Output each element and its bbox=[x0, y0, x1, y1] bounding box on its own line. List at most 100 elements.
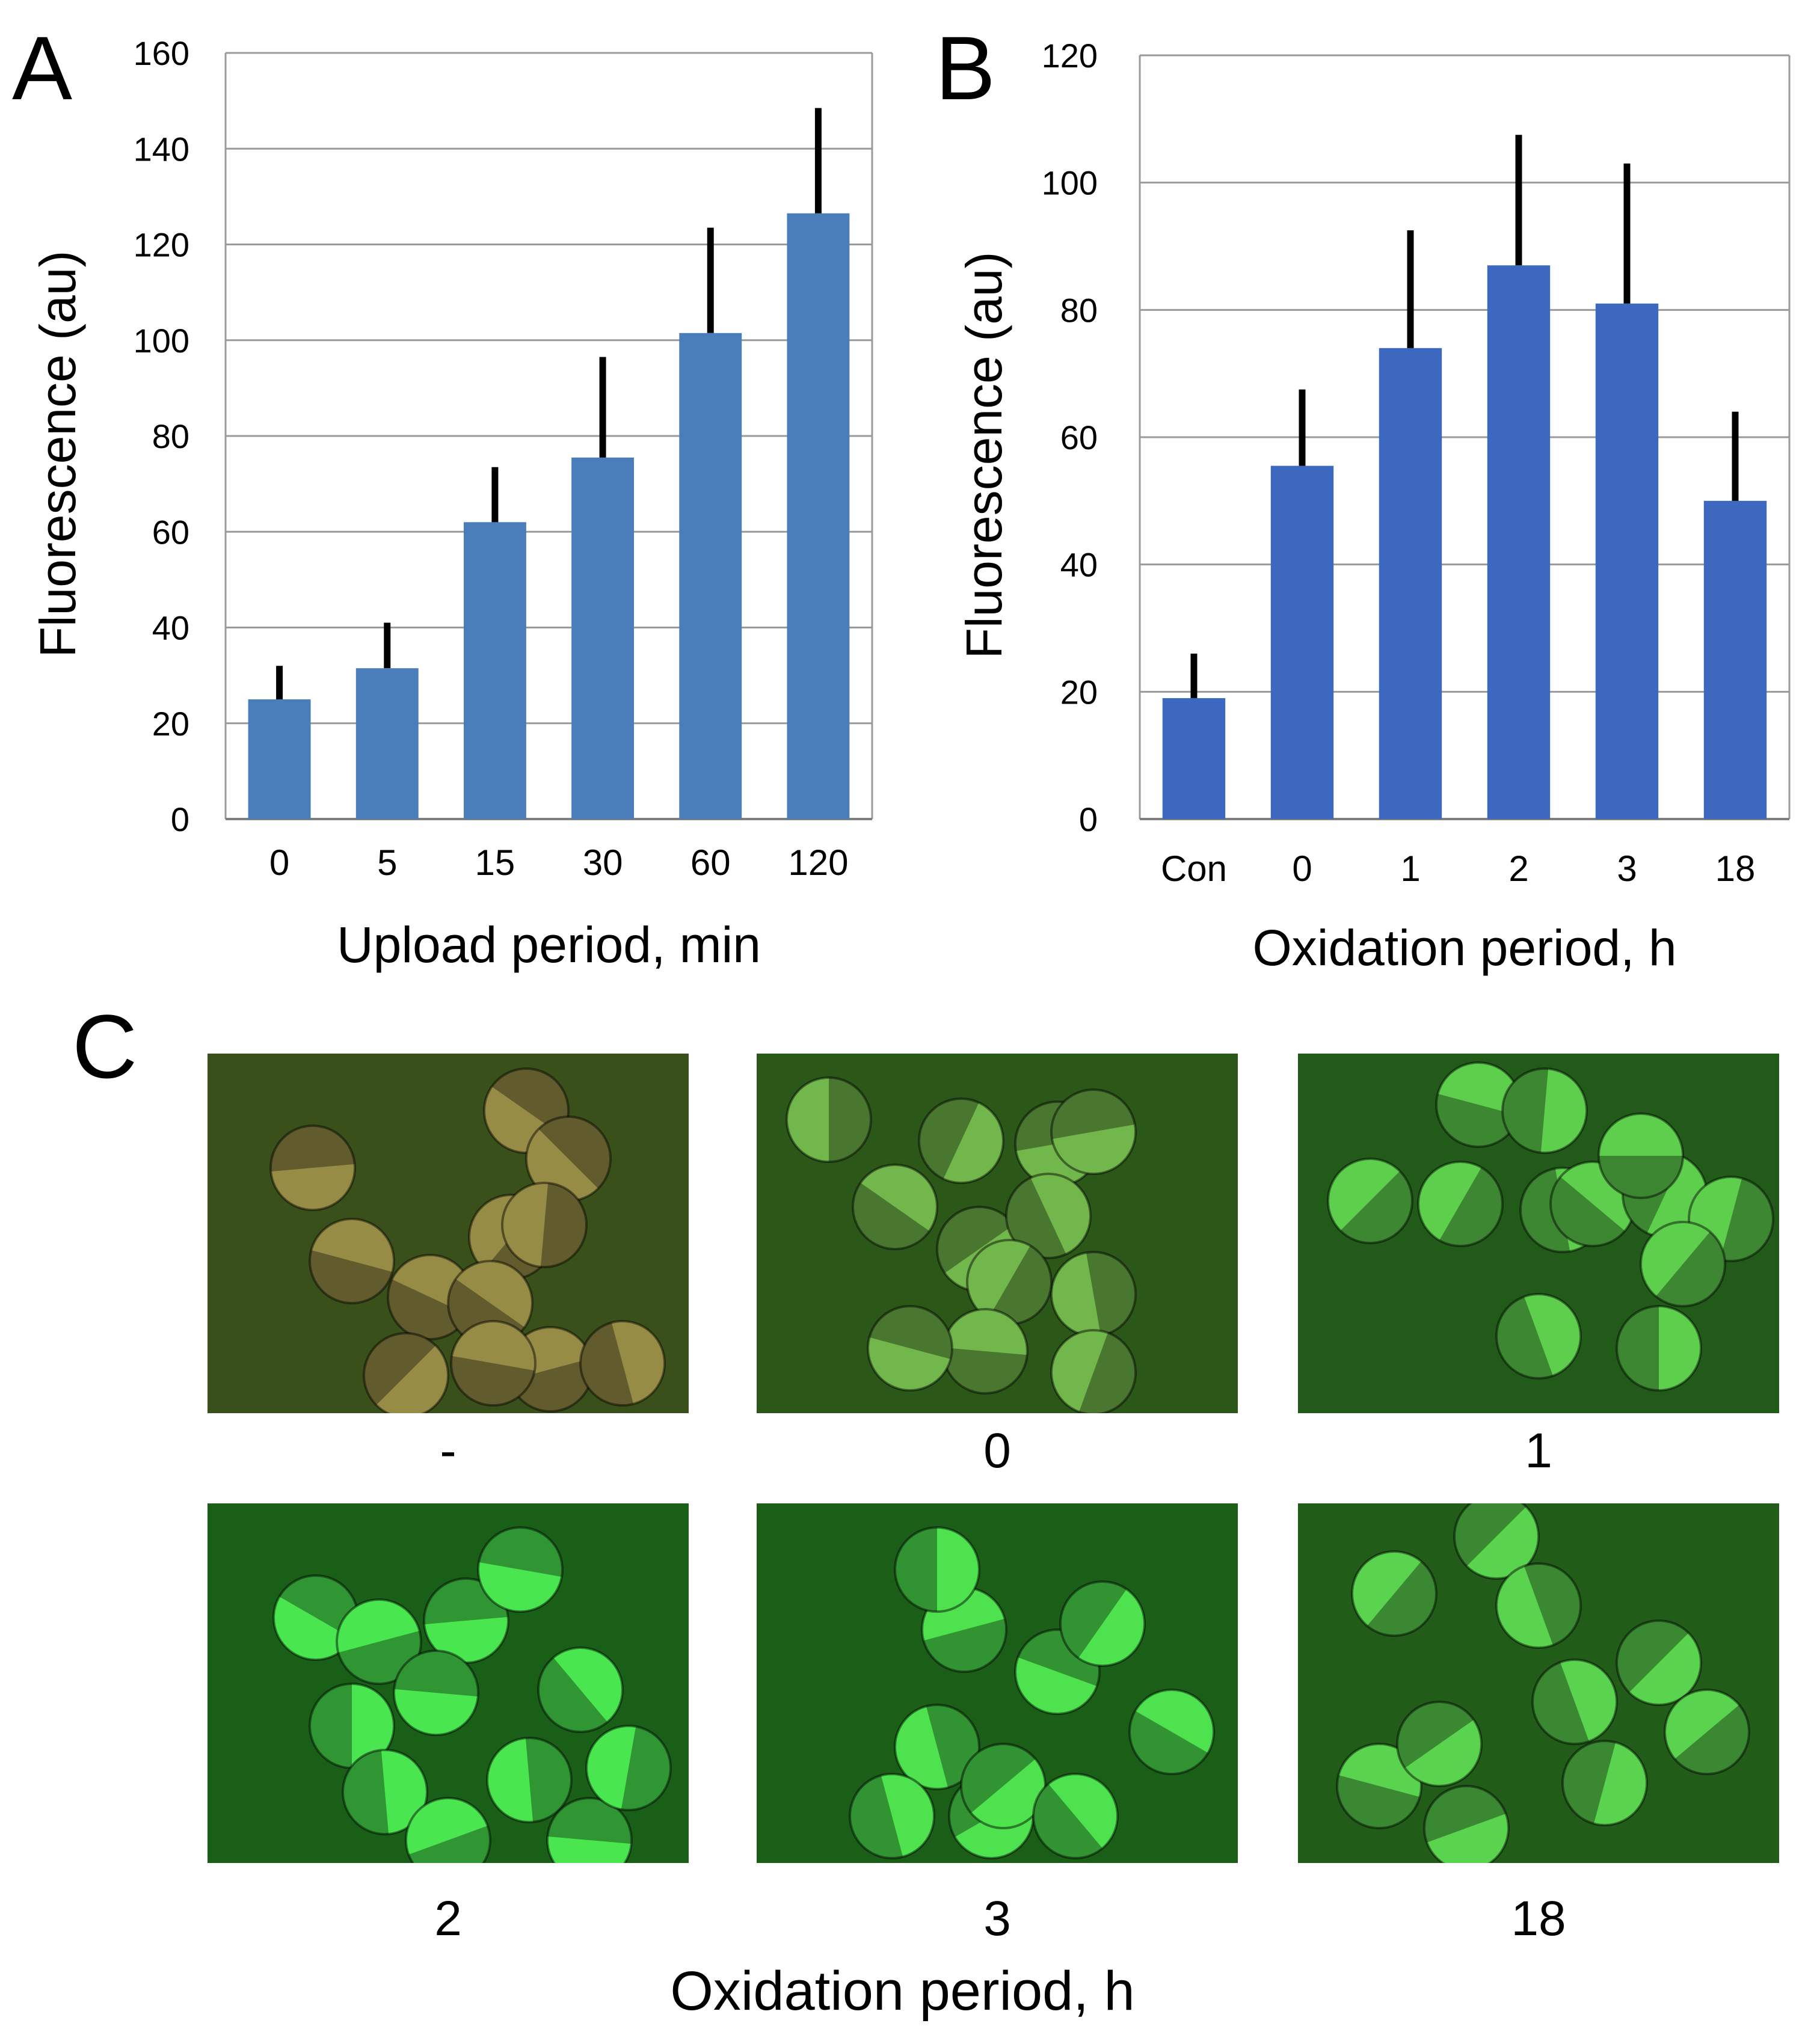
embryo-body bbox=[269, 1125, 356, 1211]
photo-3h bbox=[757, 1503, 1238, 1863]
embryo-body bbox=[393, 1650, 479, 1736]
embryo-pigment bbox=[338, 1630, 421, 1684]
chart-a-y-tick-label: 0 bbox=[171, 800, 189, 838]
embryo-pigment bbox=[1524, 1564, 1581, 1645]
embryo bbox=[309, 1218, 395, 1304]
embryo bbox=[1616, 1305, 1702, 1392]
embryo-body bbox=[450, 1320, 537, 1407]
embryo-body bbox=[1664, 1689, 1750, 1775]
chart-a-y-tick-label: 20 bbox=[152, 705, 189, 743]
embryo bbox=[1050, 1329, 1137, 1413]
embryo-pigment bbox=[988, 1245, 1051, 1324]
embryo bbox=[405, 1797, 491, 1863]
embryo-body bbox=[1495, 1562, 1582, 1649]
embryo-pigment bbox=[1079, 1333, 1136, 1413]
embryo-pigment bbox=[388, 1279, 469, 1339]
embryo-pigment bbox=[1340, 1171, 1412, 1243]
embryo-pigment bbox=[943, 1347, 1027, 1393]
embryo-body bbox=[1059, 1580, 1146, 1667]
embryo-pigment bbox=[1060, 1582, 1127, 1659]
chart-a-x-tick-label: 0 bbox=[269, 842, 289, 883]
embryo bbox=[918, 1097, 1004, 1184]
embryo-body bbox=[960, 1743, 1047, 1829]
chart-a-x-tick-label: 5 bbox=[377, 842, 397, 883]
embryo-pigment bbox=[279, 1576, 358, 1639]
embryo-body bbox=[1423, 1785, 1510, 1863]
embryo-body bbox=[579, 1320, 666, 1407]
embryo-pigment bbox=[1397, 1702, 1474, 1769]
photo-label-0h: 0 bbox=[983, 1423, 1011, 1478]
embryo bbox=[867, 1305, 953, 1392]
embryo bbox=[1531, 1659, 1618, 1745]
embryo-body bbox=[1640, 1221, 1726, 1307]
embryo-body bbox=[1616, 1305, 1702, 1392]
embryo bbox=[450, 1320, 537, 1407]
photo-label-3h: 3 bbox=[983, 1891, 1011, 1946]
chart-a-x-axis-label: Upload period, min bbox=[337, 916, 761, 973]
embryo bbox=[1351, 1550, 1438, 1637]
embryo-body bbox=[546, 1797, 633, 1863]
embryo-pigment bbox=[408, 1826, 490, 1863]
embryo bbox=[1561, 1740, 1648, 1826]
micrograph bbox=[757, 1054, 1238, 1413]
embryo-pigment bbox=[509, 1358, 592, 1411]
chart-b-x-tick-label: 0 bbox=[1292, 849, 1312, 889]
embryo-body bbox=[537, 1647, 624, 1733]
embryo bbox=[423, 1577, 509, 1664]
embryo bbox=[1664, 1689, 1750, 1775]
chart-a-y-tick-label: 60 bbox=[152, 513, 189, 551]
embryo-pigment bbox=[1533, 1662, 1589, 1744]
embryo-body bbox=[405, 1797, 491, 1863]
embryo bbox=[537, 1647, 624, 1733]
micrograph bbox=[1298, 1054, 1779, 1413]
embryo bbox=[1128, 1689, 1215, 1775]
embryo-body bbox=[1050, 1088, 1137, 1175]
embryo-pigment bbox=[869, 1306, 952, 1360]
embryo-pigment bbox=[343, 1750, 389, 1834]
embryo bbox=[1688, 1176, 1774, 1262]
embryo bbox=[1050, 1251, 1137, 1337]
chart-a-y-tick-label: 100 bbox=[134, 322, 189, 360]
embryo bbox=[342, 1749, 428, 1835]
chart-b-x-tick-label: 1 bbox=[1400, 849, 1420, 889]
embryo bbox=[336, 1598, 422, 1685]
micrograph bbox=[757, 1503, 1238, 1863]
chart-b-y-axis-label: Fluorescence (au) bbox=[956, 252, 1012, 659]
embryo-pigment bbox=[919, 1099, 979, 1179]
embryo-body bbox=[867, 1305, 953, 1392]
embryo-pigment bbox=[923, 1618, 1006, 1672]
embryo-pigment bbox=[937, 1207, 1014, 1274]
panel-c-x-axis-label: Oxidation period, h bbox=[670, 1960, 1135, 2022]
embryo bbox=[1336, 1743, 1422, 1829]
chart-b-bar bbox=[1487, 265, 1551, 819]
embryo-body bbox=[363, 1332, 449, 1413]
chart-b-x-axis-label: Oxidation period, h bbox=[1252, 919, 1676, 976]
embryo-pigment bbox=[479, 1527, 562, 1577]
embryo bbox=[525, 1116, 612, 1202]
panel-letter-c: C bbox=[72, 996, 138, 1097]
chart-b: 0 20 40 60 80 100 120 Con 0 1 2 3 18 Oxidation period… bbox=[956, 37, 1791, 976]
embryo-pigment bbox=[1496, 1297, 1553, 1378]
embryo bbox=[786, 1076, 872, 1163]
embryo-body bbox=[1050, 1329, 1137, 1413]
embryo bbox=[477, 1526, 564, 1613]
embryo-pigment bbox=[451, 1355, 535, 1405]
embryo-pigment bbox=[394, 1651, 478, 1697]
embryo-body bbox=[1128, 1689, 1215, 1775]
embryo-body bbox=[477, 1526, 564, 1613]
embryo-body bbox=[1417, 1161, 1504, 1247]
chart-b-bar bbox=[1379, 348, 1442, 819]
chart-a-x-tick-label: 120 bbox=[788, 842, 848, 883]
embryo-body bbox=[1616, 1619, 1702, 1706]
embryo-pigment bbox=[310, 1250, 393, 1303]
chart-a-x-tick-label: 30 bbox=[583, 842, 623, 883]
embryo bbox=[1453, 1503, 1540, 1580]
embryo-pigment bbox=[1617, 1621, 1689, 1693]
embryo-pigment bbox=[621, 1726, 671, 1810]
embryo-pigment bbox=[1720, 1178, 1773, 1261]
chart-a-y-tick-label: 160 bbox=[134, 34, 189, 72]
embryo bbox=[272, 1574, 359, 1661]
embryo-pigment bbox=[1130, 1711, 1208, 1774]
embryo bbox=[579, 1320, 666, 1407]
